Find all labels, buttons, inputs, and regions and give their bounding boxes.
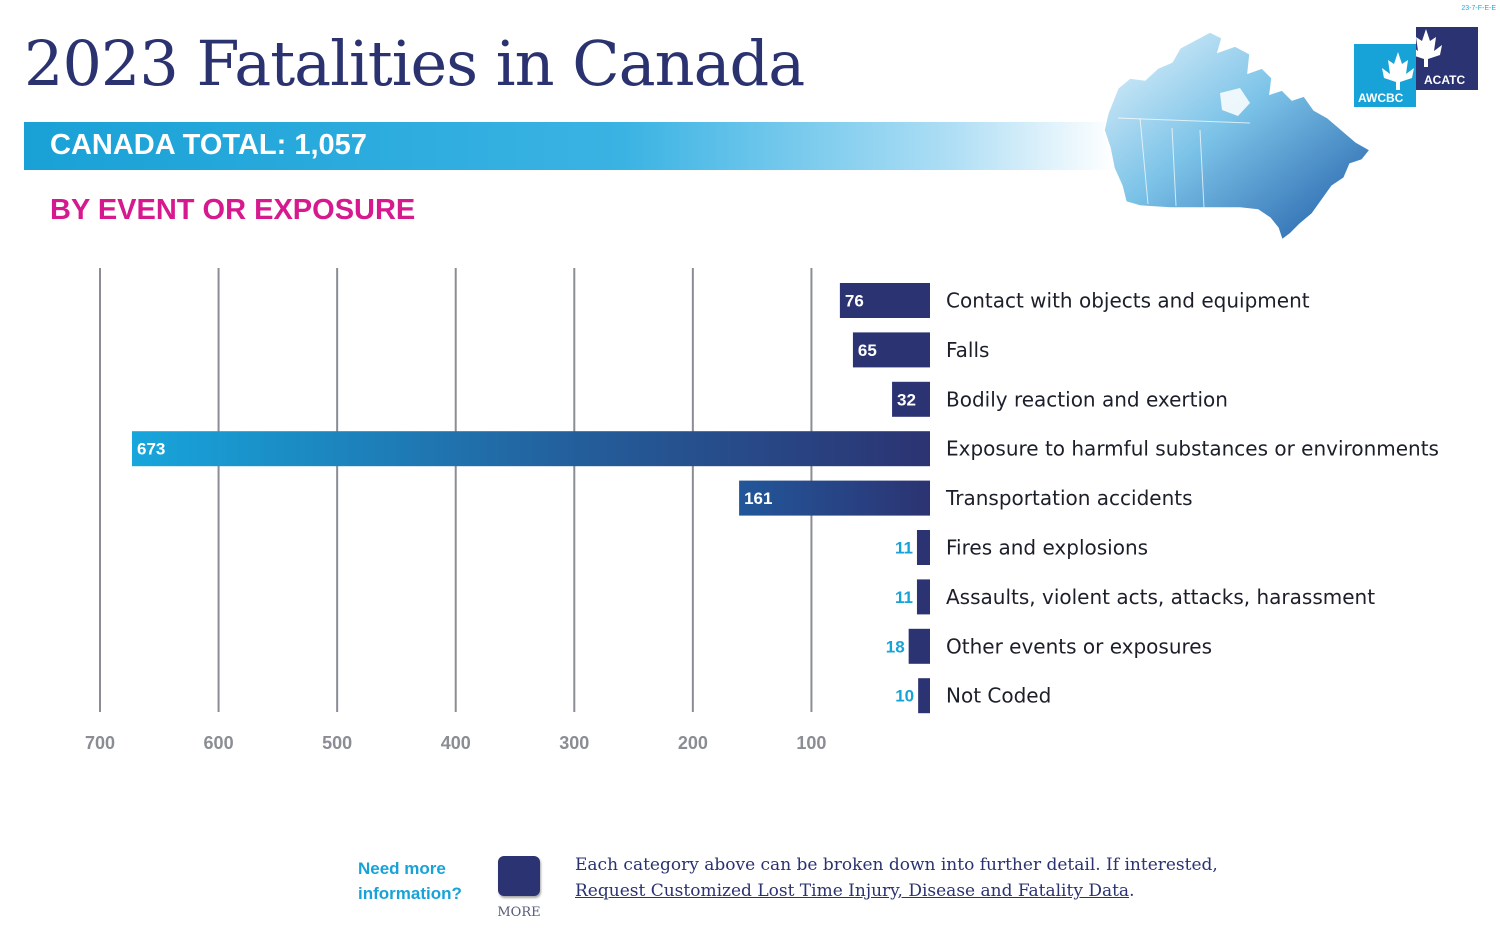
bar <box>908 628 930 664</box>
value-label: 65 <box>858 341 877 360</box>
need-more-line-2: information? <box>358 884 462 903</box>
page-title: 2023 Fatalities in Canada <box>24 27 805 100</box>
value-label: 673 <box>137 440 165 459</box>
document-code: 23-7-F-E-E <box>1461 5 1496 12</box>
bar <box>918 678 930 714</box>
category-label: Fires and explosions <box>946 536 1148 560</box>
footer-note-line: Each category above can be broken down i… <box>575 855 1218 875</box>
more-button[interactable] <box>498 856 540 896</box>
total-label: CANADA TOTAL: 1,057 <box>50 129 367 161</box>
bar <box>852 332 930 368</box>
chart-subtitle: BY EVENT OR EXPOSURE <box>50 194 416 226</box>
logo-right-text: ACATC <box>1424 73 1466 87</box>
tick-label: 300 <box>559 733 589 753</box>
bar <box>916 579 930 615</box>
value-label: 10 <box>895 687 914 706</box>
footer-note: Each category above can be broken down i… <box>575 852 1275 904</box>
category-label: Exposure to harmful substances or enviro… <box>946 437 1439 461</box>
category-label: Assaults, violent acts, attacks, harassm… <box>946 585 1375 609</box>
value-label: 32 <box>897 390 916 409</box>
category-label: Transportation accidents <box>945 486 1193 510</box>
tick-label: 200 <box>678 733 708 753</box>
tick-label: 400 <box>441 733 471 753</box>
maple-leaf-icon <box>1382 52 1414 90</box>
bar <box>739 480 930 516</box>
value-label: 76 <box>845 292 864 311</box>
tick-label: 100 <box>796 733 826 753</box>
category-label: Not Coded <box>946 684 1051 708</box>
value-label: 11 <box>895 539 913 558</box>
bar <box>132 431 930 467</box>
link-suffix: . <box>1129 881 1135 901</box>
value-label: 161 <box>744 489 772 508</box>
logo-left-panel: AWCBC <box>1354 44 1416 107</box>
awcbc-logo: ACATC AWCBC <box>1354 27 1478 107</box>
maple-leaf-icon <box>1410 29 1442 67</box>
canada-map-icon <box>1103 31 1372 242</box>
category-label: Contact with objects and equipment <box>946 289 1310 313</box>
category-label: Falls <box>946 338 989 362</box>
bar <box>892 381 930 417</box>
more-button-label: MORE <box>497 905 541 920</box>
logo-right-panel: ACATC <box>1410 27 1478 90</box>
total-banner: CANADA TOTAL: 1,057 <box>24 122 1114 170</box>
need-more-line-1: Need more <box>358 859 446 878</box>
category-label: Other events or exposures <box>946 634 1212 658</box>
logo-left-text: AWCBC <box>1358 91 1404 105</box>
category-label: Bodily reaction and exertion <box>946 387 1228 411</box>
request-data-link[interactable]: Request Customized Lost Time Injury, Dis… <box>575 881 1130 901</box>
value-label: 18 <box>886 637 905 656</box>
bar <box>916 530 930 565</box>
need-more-info-label: Need more information? <box>358 856 462 906</box>
value-label: 11 <box>895 588 913 607</box>
tick-label: 500 <box>322 733 352 753</box>
tick-label: 700 <box>85 733 115 753</box>
tick-label: 600 <box>204 733 234 753</box>
bar <box>839 283 930 318</box>
